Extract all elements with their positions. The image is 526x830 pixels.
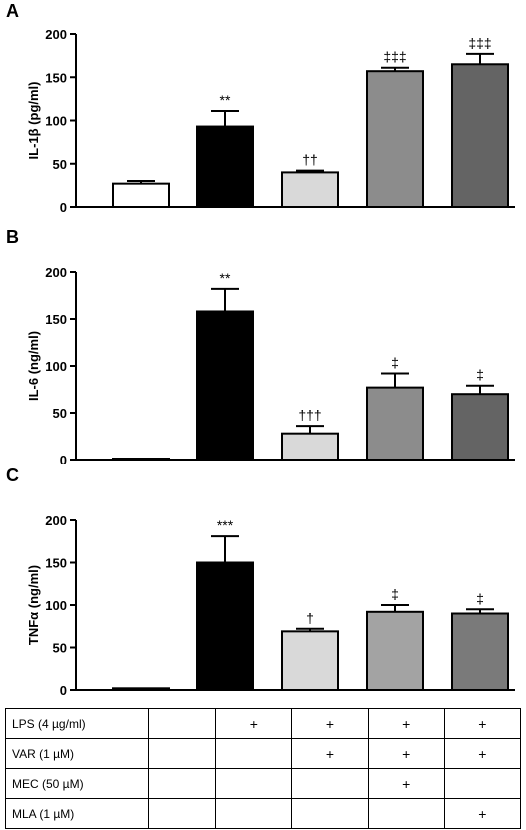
panel-c: C 0 50 100 150 200 TNFα (ng/ml) *** † ‡ ‡: [0, 464, 526, 700]
table-cell: +: [291, 738, 369, 769]
significance-label: ‡: [391, 355, 399, 371]
significance-label: **: [220, 92, 231, 108]
table-row-var: VAR (1 µM) + + +: [5, 738, 522, 769]
chart-a: A 0 50 100 150 200 IL-1β (pg/ml) ** †† ‡‡‡ ‡‡‡: [6, 1, 515, 215]
table-cell: [147, 768, 217, 799]
table-cell: [367, 798, 445, 829]
significance-label: **: [220, 270, 231, 286]
y-tick-label: 50: [53, 157, 67, 172]
treatment-table: LPS (4 µg/ml) + + + + VAR (1 µM) + + + M…: [5, 708, 522, 829]
y-axis-label: IL-1β (pg/ml): [26, 82, 41, 160]
y-axis-label: IL-6 (ng/ml): [26, 331, 41, 401]
significance-label: ‡‡‡: [383, 49, 406, 65]
table-cell: [291, 798, 369, 829]
y-axis-label: TNFα (ng/ml): [26, 565, 41, 645]
table-cell: [147, 738, 217, 769]
table-cell: [215, 738, 293, 769]
y-tick-label: 50: [53, 641, 67, 656]
bar: [281, 432, 339, 461]
table-cell: +: [367, 738, 445, 769]
table-row-mla: MLA (1 µM) +: [5, 798, 522, 829]
panel-letter: A: [6, 1, 19, 21]
bar: [196, 561, 254, 691]
y-tick-label: 100: [45, 114, 67, 129]
table-cell: +: [215, 708, 293, 739]
y-tick-label: 50: [53, 406, 67, 421]
bar: [196, 310, 254, 462]
significance-label: ‡: [391, 586, 399, 602]
significance-label: ††: [302, 152, 318, 168]
bar: [451, 393, 509, 461]
table-cell: [147, 798, 217, 829]
panel-b: B 0 50 100 150 200 IL-6 (ng/ml) ** ††† ‡ ‡: [0, 226, 526, 468]
significance-label: ‡‡‡: [468, 35, 491, 51]
table-cell: [215, 768, 293, 799]
chart-c: C 0 50 100 150 200 TNFα (ng/ml) *** † ‡ ‡: [6, 465, 515, 698]
table-cell: +: [443, 738, 522, 769]
y-tick-label: 200: [45, 513, 67, 528]
chart-b: B 0 50 100 150 200 IL-6 (ng/ml) ** ††† ‡ ‡: [6, 227, 515, 468]
y-tick-label: 0: [60, 200, 67, 215]
bar: [112, 182, 170, 209]
panel-letter: B: [6, 227, 19, 247]
table-cell: +: [367, 708, 445, 739]
y-tick-label: 0: [60, 683, 67, 698]
table-cell: +: [367, 768, 445, 799]
significance-label: ***: [217, 517, 234, 533]
panel-letter: C: [6, 465, 19, 485]
table-cell: [443, 768, 522, 799]
panel-a: A 0 50 100 150 200 IL-1β (pg/ml) ** †† ‡‡‡ ‡‡‡: [0, 0, 526, 226]
table-cell: [147, 708, 217, 739]
significance-label: ‡: [476, 590, 484, 606]
bar: [281, 171, 339, 208]
row-label: VAR (1 µM): [5, 738, 149, 769]
bar: [281, 630, 339, 692]
y-tick-label: 100: [45, 598, 67, 613]
bar: [366, 70, 424, 208]
significance-label: ‡: [476, 367, 484, 383]
table-cell: [291, 768, 369, 799]
row-label: MEC (50 µM): [5, 768, 149, 799]
bar: [451, 612, 509, 691]
bar: [366, 610, 424, 691]
bar: [112, 687, 170, 692]
y-tick-label: 200: [45, 265, 67, 280]
y-tick-label: 150: [45, 70, 67, 85]
significance-label: †††: [298, 407, 321, 423]
table-cell: [215, 798, 293, 829]
table-cell: +: [443, 798, 522, 829]
y-tick-label: 150: [45, 556, 67, 571]
bar: [112, 458, 170, 461]
table-row-lps: LPS (4 µg/ml) + + + +: [5, 708, 522, 739]
y-tick-label: 0: [60, 453, 67, 464]
y-tick-label: 200: [45, 27, 67, 42]
table-cell: +: [291, 708, 369, 739]
row-label: LPS (4 µg/ml): [5, 708, 149, 739]
table-cell: +: [443, 708, 522, 739]
y-tick-label: 150: [45, 312, 67, 327]
row-label: MLA (1 µM): [5, 798, 149, 829]
significance-label: †: [306, 610, 314, 626]
bar: [196, 125, 254, 208]
bar: [366, 386, 424, 461]
table-row-mec: MEC (50 µM) +: [5, 768, 522, 799]
y-tick-label: 100: [45, 359, 67, 374]
bar: [451, 63, 509, 209]
